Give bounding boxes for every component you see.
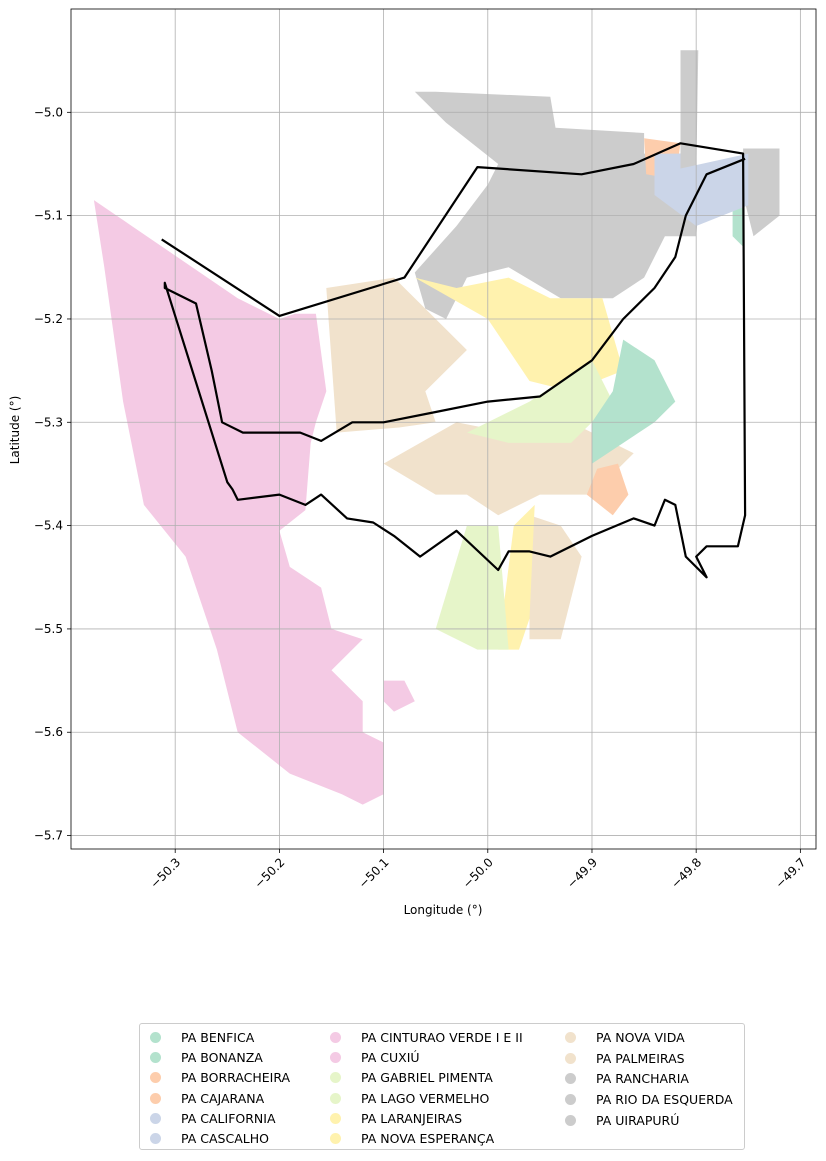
legend-entry: PA CUXIÚ bbox=[330, 1047, 565, 1067]
region-pa-bonanza-13 bbox=[732, 205, 744, 247]
legend-marker-icon bbox=[330, 1072, 341, 1084]
legend-label: PA CALIFORNIA bbox=[181, 1110, 276, 1126]
legend-label: PA CASCALHO bbox=[181, 1131, 269, 1147]
legend-label: PA BONANZA bbox=[181, 1049, 263, 1065]
legend-marker-icon bbox=[150, 1051, 161, 1063]
region-pa-nova-esperan-a-9 bbox=[498, 504, 535, 650]
legend-entry: PA CAJARANA bbox=[150, 1088, 330, 1108]
legend-label: PA NOVA VIDA bbox=[596, 1029, 685, 1045]
legend-entry: PA PALMEIRAS bbox=[565, 1048, 735, 1069]
legend-label: PA RIO DA ESQUERDA bbox=[596, 1092, 733, 1108]
legend-entry: PA BONANZA bbox=[150, 1047, 330, 1067]
legend-entry: PA BORRACHEIRA bbox=[150, 1068, 330, 1088]
legend-marker-icon bbox=[330, 1112, 341, 1124]
legend-marker-icon bbox=[565, 1073, 576, 1085]
legend-marker-icon bbox=[565, 1052, 576, 1064]
region-pa-cuxi-0 bbox=[93, 200, 384, 805]
legend-entry: PA GABRIEL PIMENTA bbox=[330, 1068, 565, 1088]
region-pa-palmeiras-4 bbox=[529, 515, 582, 640]
y-tick-label: −5.5 bbox=[34, 622, 63, 636]
y-tick-label: −5.2 bbox=[34, 312, 63, 326]
legend-label: PA CAJARANA bbox=[181, 1090, 265, 1106]
legend-label: PA BORRACHEIRA bbox=[181, 1070, 291, 1086]
legend-column-2: PA CINTURAO VERDE I E II PA CUXIÚ PA GABRI… bbox=[330, 1027, 565, 1149]
y-tick-label: −5.7 bbox=[34, 829, 63, 843]
legend-entry: PA LARANJEIRAS bbox=[330, 1108, 565, 1128]
x-tick-label: −50.1 bbox=[356, 855, 392, 891]
x-tick-label: −49.8 bbox=[668, 855, 704, 891]
legend-entry: PA RANCHARIA bbox=[565, 1069, 735, 1090]
y-tick-label: −5.3 bbox=[34, 415, 63, 429]
plot-area: −50.3 −50.2 −50.1 −50.0 −49.9 −49.8 −49.7 −5.0 −… bbox=[34, 8, 817, 891]
legend-entry: PA NOVA ESPERANÇA bbox=[330, 1129, 565, 1149]
legend-label: PA LAGO VERMELHO bbox=[361, 1090, 490, 1106]
legend-marker-icon bbox=[150, 1031, 161, 1043]
legend-marker-icon bbox=[150, 1072, 161, 1084]
y-tick-label: −5.6 bbox=[34, 725, 63, 739]
map-figure: −50.3 −50.2 −50.1 −50.0 −49.9 −49.8 −49.7 −5.0 −… bbox=[8, 8, 817, 917]
legend-entry: PA CASCALHO bbox=[150, 1129, 330, 1149]
region-pa-lago-vermelho-11 bbox=[435, 525, 509, 650]
legend-entry: PA BENFICA bbox=[150, 1027, 330, 1047]
legend-entry: PA CALIFORNIA bbox=[150, 1108, 330, 1128]
y-tick-label: −5.0 bbox=[34, 105, 63, 119]
legend-marker-icon bbox=[330, 1133, 341, 1145]
y-tick-label: −5.4 bbox=[34, 519, 63, 533]
legend-marker-icon bbox=[150, 1133, 161, 1145]
x-tick-label: −50.0 bbox=[460, 855, 496, 891]
region-pa-benfica-12 bbox=[592, 339, 676, 464]
legend-entry: PA CINTURAO VERDE I E II bbox=[330, 1027, 565, 1047]
legend-marker-icon bbox=[330, 1051, 341, 1063]
legend-label: PA CINTURAO VERDE I E II bbox=[361, 1029, 523, 1045]
legend: PA BENFICA PA BONANZA PA BORRACHEIRA PA CAJ… bbox=[139, 1023, 745, 1150]
region-pa-laranjeiras-8 bbox=[414, 277, 624, 392]
plot-frame bbox=[70, 8, 817, 850]
legend-marker-icon bbox=[150, 1112, 161, 1124]
x-tick-label: −50.2 bbox=[252, 855, 288, 891]
legend-label: PA LARANJEIRAS bbox=[361, 1110, 463, 1126]
legend-label: PA BENFICA bbox=[181, 1029, 255, 1045]
region-pa-rio-da-esquerda-5 bbox=[414, 91, 702, 319]
y-axis-label: Latitude (°) bbox=[8, 396, 22, 465]
legend-entry: PA NOVA VIDA bbox=[565, 1027, 735, 1048]
legend-marker-icon bbox=[565, 1031, 576, 1043]
legend-label: PA PALMEIRAS bbox=[596, 1050, 685, 1066]
legend-entry: PA RIO DA ESQUERDA bbox=[565, 1089, 735, 1110]
x-tick-label: −49.7 bbox=[773, 855, 809, 891]
region-pa-cinturao-verde-i-e-ii-1 bbox=[383, 680, 415, 712]
x-tick-label: −49.9 bbox=[564, 855, 600, 891]
region-pa-nova-vida-2 bbox=[326, 277, 467, 433]
region-pa-palmeiras-3 bbox=[383, 422, 634, 516]
legend-marker-icon bbox=[565, 1094, 576, 1106]
legend-marker-icon bbox=[330, 1031, 341, 1043]
region-pa-uirapur-7 bbox=[743, 148, 780, 237]
region-pa-borracheira-14 bbox=[586, 463, 629, 516]
region-pa-cascalho-17 bbox=[654, 153, 681, 175]
legend-label: PA NOVA ESPERANÇA bbox=[361, 1131, 495, 1147]
legend-entry: PA LAGO VERMELHO bbox=[330, 1088, 565, 1108]
x-tick-label: −50.3 bbox=[147, 855, 183, 891]
legend-label: PA UIRAPURÚ bbox=[596, 1113, 680, 1129]
legend-column-3: PA NOVA VIDA PA PALMEIRAS PA RANCHARIA PA R… bbox=[565, 1027, 735, 1149]
legend-marker-icon bbox=[330, 1092, 341, 1104]
legend-entry: PA UIRAPURÚ bbox=[565, 1110, 735, 1131]
legend-label: PA GABRIEL PIMENTA bbox=[361, 1070, 493, 1086]
legend-marker-icon bbox=[150, 1092, 161, 1104]
x-axis-label: Longitude (°) bbox=[404, 903, 483, 917]
legend-marker-icon bbox=[565, 1115, 576, 1127]
legend-column-1: PA BENFICA PA BONANZA PA BORRACHEIRA PA CAJ… bbox=[150, 1027, 330, 1149]
legend-label: PA CUXIÚ bbox=[361, 1049, 420, 1065]
study-area-boundary bbox=[161, 142, 747, 579]
y-tick-label: −5.1 bbox=[34, 209, 63, 223]
legend-label: PA RANCHARIA bbox=[596, 1071, 689, 1087]
